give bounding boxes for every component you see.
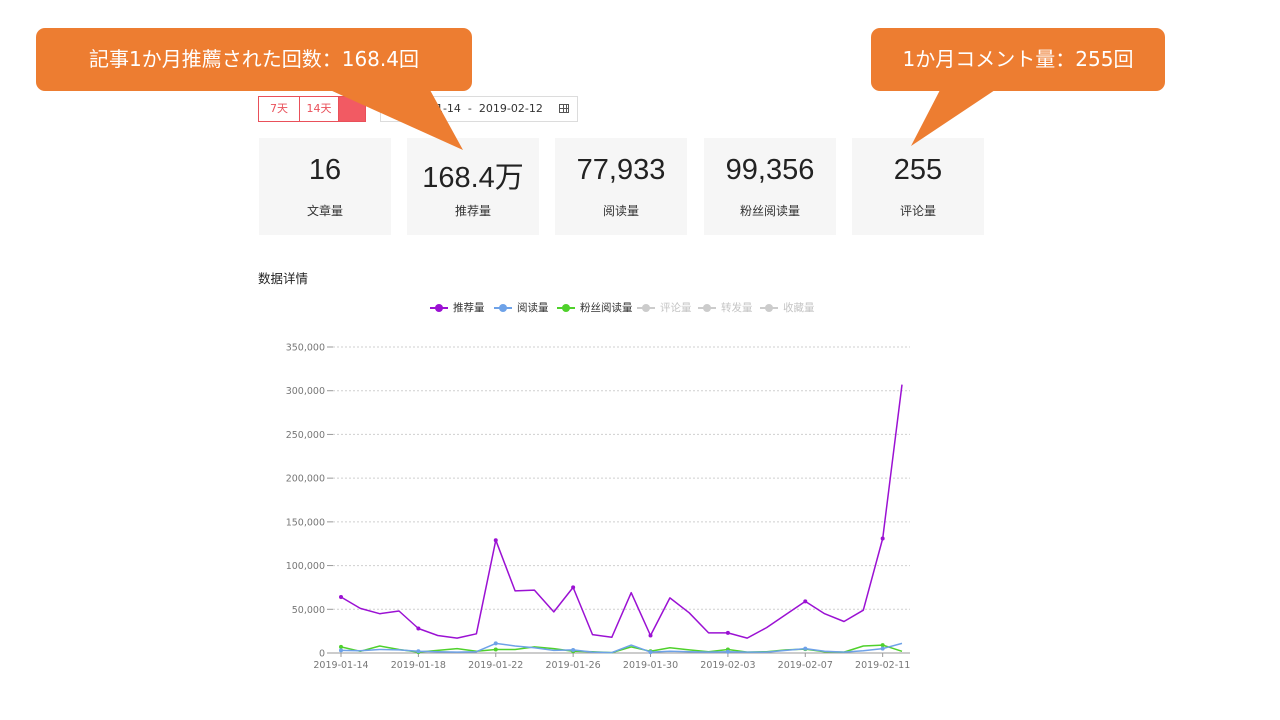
callout-recommend-count: 記事1か月推薦された回数：168.4回 xyxy=(36,28,472,91)
data-point xyxy=(880,646,885,651)
stat-value: 99,356 xyxy=(725,154,815,186)
data-point xyxy=(339,644,343,649)
stat-card-fan-reads: 99,356 粉丝阅读量 xyxy=(704,138,836,235)
stat-label: 文章量 xyxy=(306,204,343,218)
data-point xyxy=(493,641,498,646)
data-point xyxy=(571,585,576,590)
data-point xyxy=(416,626,421,631)
stat-label: 粉丝阅读量 xyxy=(739,204,800,218)
stat-card-recommend: 168.4万 推荐量 xyxy=(407,138,539,235)
data-point xyxy=(725,630,730,635)
stat-label: 评论量 xyxy=(899,204,936,218)
x-tick-label: 2019-01-18 xyxy=(391,660,446,671)
stat-label: 阅读量 xyxy=(602,204,639,218)
data-point xyxy=(803,646,808,651)
y-tick-label: 0 xyxy=(319,649,325,660)
legend-label: 收藏量 xyxy=(783,302,815,314)
data-point xyxy=(493,647,498,652)
x-tick-label: 2019-01-14 xyxy=(313,660,368,671)
data-point xyxy=(416,649,421,654)
legend-label: 粉丝阅读量 xyxy=(580,302,633,314)
stat-card-comments: 255 评论量 xyxy=(852,138,984,235)
calendar-icon[interactable] xyxy=(559,104,569,113)
x-tick-label: 2019-01-22 xyxy=(468,660,523,671)
data-point xyxy=(339,595,343,600)
legend-label: 转发量 xyxy=(721,302,753,314)
legend-dot-marker xyxy=(642,304,650,312)
stat-value: 168.4万 xyxy=(422,162,524,194)
data-point xyxy=(725,649,730,654)
stat-value: 255 xyxy=(893,154,943,186)
callout-comment-count: 1か月コメント量：255回 xyxy=(871,28,1165,91)
legend-label: 推荐量 xyxy=(453,302,485,314)
x-tick-label: 2019-01-26 xyxy=(546,660,601,671)
data-point xyxy=(803,599,808,604)
data-point xyxy=(880,536,885,541)
legend-dot-marker xyxy=(703,304,711,312)
legend-label: 阅读量 xyxy=(517,302,549,314)
stat-card-reads: 77,933 阅读量 xyxy=(555,138,687,235)
stat-card-articles: 16 文章量 xyxy=(259,138,391,235)
stat-value: 16 xyxy=(308,154,342,186)
y-tick-label: 250,000 xyxy=(286,430,325,441)
x-tick-label: 2019-02-07 xyxy=(778,660,833,671)
legend-dot-marker xyxy=(765,304,773,312)
legend-dot-marker xyxy=(499,304,507,312)
legend-dot-marker xyxy=(562,304,570,312)
y-tick-label: 350,000 xyxy=(286,343,325,354)
stat-label: 推荐量 xyxy=(454,204,491,218)
y-tick-label: 100,000 xyxy=(286,561,325,572)
legend-dot-marker xyxy=(435,304,443,312)
x-tick-label: 2019-01-30 xyxy=(623,660,678,671)
series-line-1 xyxy=(340,642,903,654)
data-point xyxy=(648,633,653,638)
y-tick-label: 200,000 xyxy=(286,474,325,485)
x-tick-label: 2019-02-11 xyxy=(855,660,910,671)
y-tick-label: 300,000 xyxy=(286,386,325,397)
data-point xyxy=(493,538,498,543)
range-7-days-button[interactable]: 7天 xyxy=(258,96,300,122)
data-point xyxy=(880,643,885,648)
legend-label: 评论量 xyxy=(660,302,692,314)
data-point xyxy=(339,648,343,653)
data-point xyxy=(648,650,653,655)
y-tick-label: 50,000 xyxy=(292,605,325,616)
y-tick-label: 150,000 xyxy=(286,517,325,528)
series-line-0 xyxy=(340,384,903,639)
x-tick-label: 2019-02-03 xyxy=(700,660,755,671)
stat-value: 77,933 xyxy=(576,154,666,186)
data-point xyxy=(571,647,576,652)
section-title: 数据详情 xyxy=(258,271,309,286)
